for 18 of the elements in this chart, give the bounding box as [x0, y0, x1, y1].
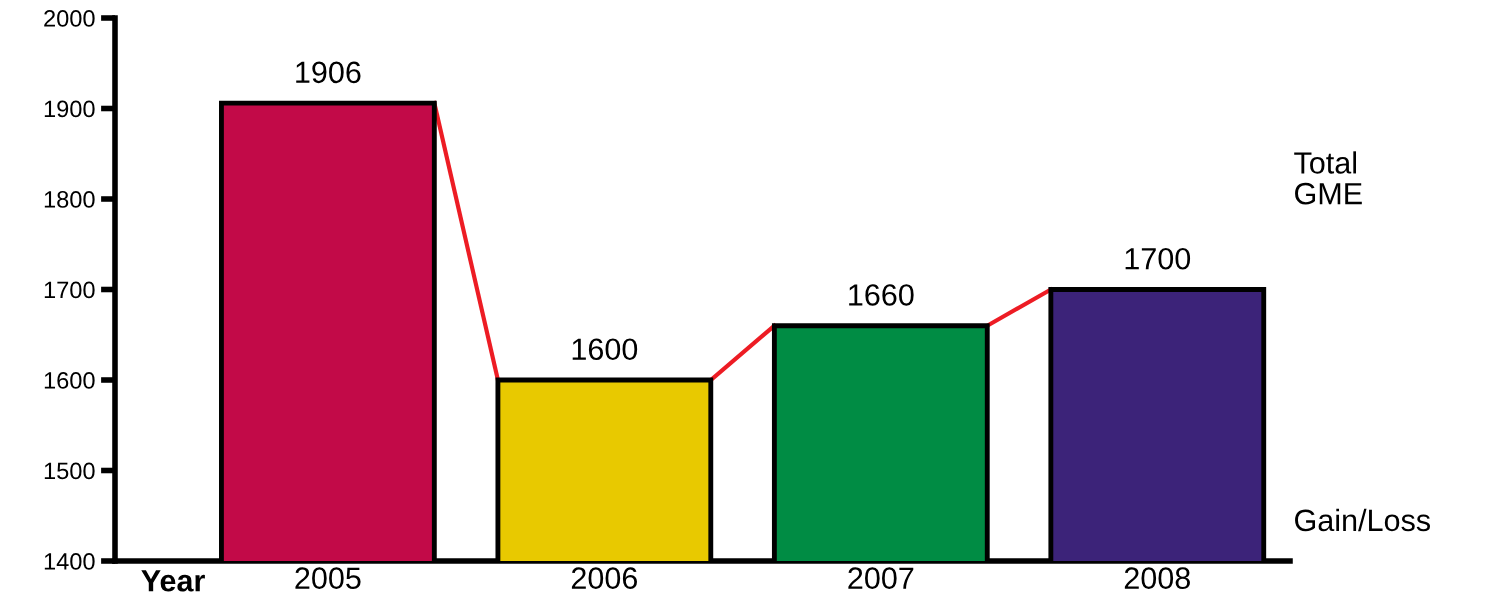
y-tick-label: 1600 — [44, 372, 95, 389]
data-label: 1600 — [572, 338, 638, 361]
y-tick-label: 1700 — [44, 281, 95, 299]
data-label: 1700 — [1125, 247, 1191, 270]
y-tick-label: 1800 — [44, 191, 95, 208]
x-axis-title: Year — [141, 570, 205, 592]
y-tick-label: 1900 — [44, 100, 95, 118]
data-label: 1906 — [296, 61, 361, 84]
data-label: 1660 — [849, 284, 914, 306]
x-tick-label: 2008 — [1124, 567, 1190, 589]
text: Gain/Loss — [1295, 508, 1430, 532]
y-tick-label: 1400 — [44, 553, 95, 570]
x-tick-label: 2005 — [295, 567, 361, 589]
x-tick-label: 2007 — [848, 567, 914, 589]
text: Total GME — [1294, 151, 1362, 205]
y-tick-label: 1500 — [44, 462, 95, 480]
x-tick-label: 2006 — [571, 567, 637, 589]
y-tick-label: 2000 — [44, 10, 95, 27]
